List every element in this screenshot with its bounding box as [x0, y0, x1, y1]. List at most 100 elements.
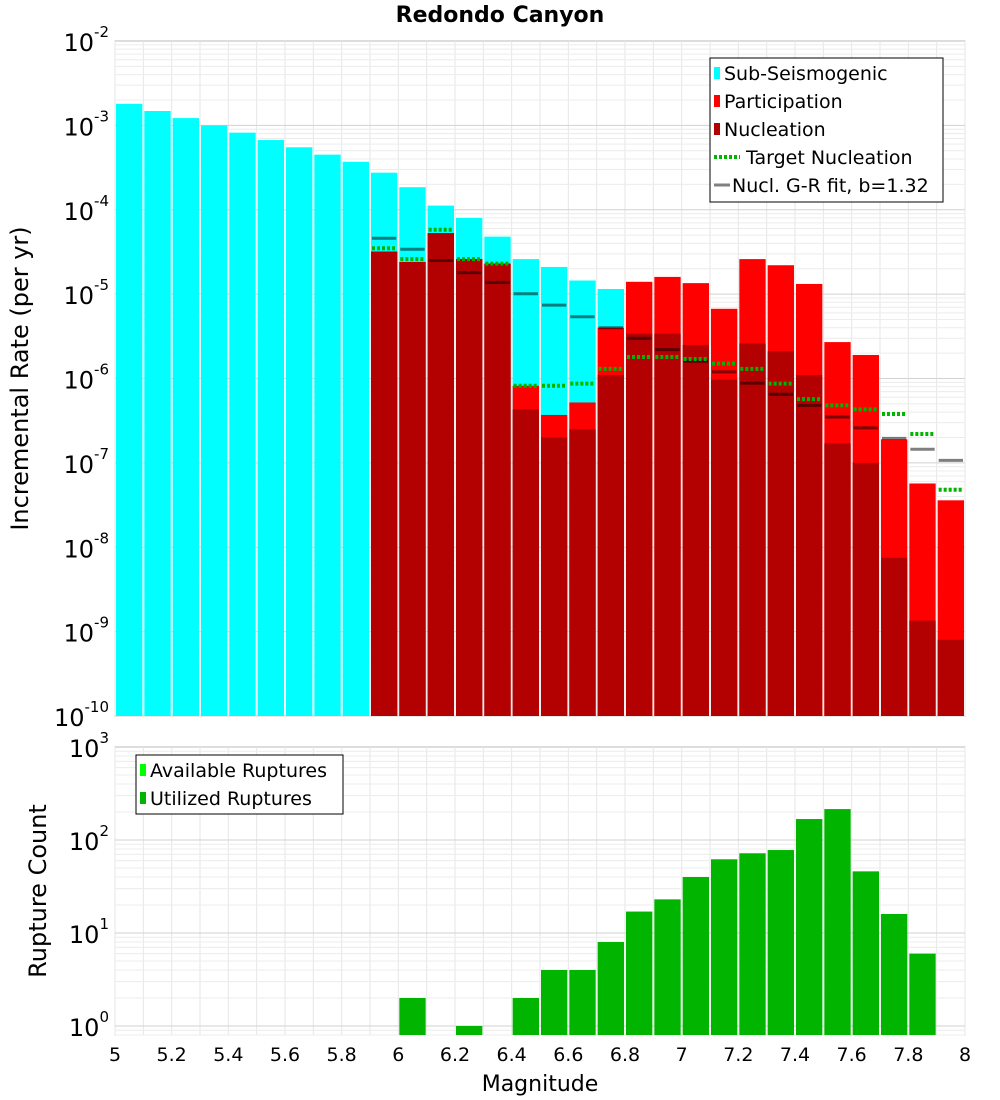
bottom-y-axis-label: Rupture Count	[24, 804, 52, 978]
utilized-ruptures-bar	[456, 1025, 483, 1035]
x-tick-label: 6.6	[553, 1044, 583, 1066]
x-tick-label: 5.6	[270, 1044, 300, 1066]
y-tick-label: 10-6	[63, 361, 109, 395]
x-tick-label: 8	[959, 1044, 971, 1066]
utilized-ruptures-bar	[626, 911, 653, 1035]
x-tick-label: 5.2	[157, 1044, 187, 1066]
sub-seismogenic-bar	[201, 125, 228, 716]
bottom-yticks: 103 102 101 100	[69, 729, 109, 1042]
y-tick-label: 10-5	[63, 276, 109, 310]
sub-seismogenic-bar	[314, 154, 341, 716]
nucleation-bar	[484, 263, 511, 716]
legend-label: Nucl. G-R fit, b=1.32	[732, 175, 929, 197]
nucleation-bar	[711, 379, 738, 716]
sub-seismogenic-bar	[144, 111, 171, 717]
utilized-ruptures-bar	[711, 859, 738, 1035]
nucleation-bar	[796, 375, 823, 716]
utilized-ruptures-bar	[739, 853, 766, 1035]
x-tick-label: 7.4	[780, 1044, 810, 1066]
x-tick-label: 6	[392, 1044, 404, 1066]
y-tick-label: 103	[69, 729, 109, 763]
nucleation-bar	[541, 437, 568, 716]
bottom-bars	[399, 809, 936, 1035]
x-tick-label: 5.8	[327, 1044, 357, 1066]
x-tick-label: 6.8	[610, 1044, 640, 1066]
bottom-xticks: 5 5.2 5.4 5.6 5.8 6 6.2 6.4 6.6 6.8 7 7.2 7.4 7.6 7.8 8	[109, 1044, 971, 1066]
nucleation-bar	[569, 429, 596, 716]
nucleation-bar	[512, 409, 539, 716]
y-tick-label: 10-4	[63, 192, 109, 226]
x-tick-label: 6.2	[440, 1044, 470, 1066]
bottom-legend-box	[135, 754, 344, 815]
y-tick-label: 10-8	[63, 529, 109, 563]
x-tick-label: 7	[676, 1044, 688, 1066]
utilized-ruptures-bar	[654, 899, 681, 1035]
x-tick-label: 6.4	[497, 1044, 527, 1066]
top-bars	[116, 103, 964, 717]
utilized-ruptures-bar	[909, 953, 936, 1035]
utilized-ruptures-bar	[767, 850, 794, 1035]
y-tick-label: 10-9	[63, 614, 109, 648]
bottom-panel: 103 102 101 100 5 5.2 5.4 5.6 5.8 6 6.2 6.4 6.6 6.8 7…	[24, 729, 971, 1097]
utilized-ruptures-bar	[399, 997, 426, 1035]
legend-swatch	[140, 792, 146, 804]
y-tick-label: 10-3	[63, 107, 109, 141]
utilized-ruptures-bar	[852, 871, 879, 1035]
nucleation-bar	[852, 462, 879, 716]
sub-seismogenic-bar	[116, 103, 143, 717]
top-y-axis-label: Incremental Rate (per yr)	[6, 226, 34, 530]
nucleation-bar	[682, 344, 709, 716]
utilized-ruptures-bar	[796, 819, 823, 1035]
utilized-ruptures-bar	[881, 914, 908, 1035]
utilized-ruptures-bar	[569, 969, 596, 1035]
legend-swatch	[140, 764, 146, 776]
legend-label: Utilized Ruptures	[150, 788, 312, 810]
utilized-ruptures-bar	[824, 809, 851, 1035]
nucleation-bar	[767, 351, 794, 716]
utilized-ruptures-bar	[597, 942, 624, 1035]
top-yticks: 10-2 10-3 10-4 10-5 10-6 10-7 10-8 10-9 10-10	[54, 23, 109, 732]
utilized-ruptures-bar	[682, 877, 709, 1035]
nucleation-bar	[824, 443, 851, 716]
top-panel: 10-2 10-3 10-4 10-5 10-6 10-7 10-8 10-9 10-10 In…	[6, 23, 966, 732]
nucleation-bar	[399, 262, 426, 716]
x-tick-label: 7.2	[723, 1044, 753, 1066]
nucleation-bar	[739, 343, 766, 716]
legend-label: Sub-Seismogenic	[724, 63, 888, 85]
legend-label: Target Nucleation	[745, 147, 913, 169]
legend-swatch	[714, 67, 720, 79]
legend-label: Participation	[724, 91, 843, 113]
legend-swatch	[714, 95, 720, 107]
x-tick-label: 7.8	[893, 1044, 923, 1066]
y-tick-label: 100	[69, 1008, 109, 1042]
nucleation-bar	[654, 333, 681, 716]
x-axis-label: Magnitude	[482, 1072, 599, 1097]
y-tick-label: 101	[69, 915, 109, 949]
sub-seismogenic-bar	[172, 118, 199, 717]
utilized-ruptures-bar	[512, 997, 539, 1035]
y-tick-label: 102	[69, 822, 109, 856]
sub-seismogenic-bar	[342, 161, 369, 716]
sub-seismogenic-bar	[257, 140, 284, 717]
nucleation-bar	[626, 333, 653, 716]
y-tick-label: 10-10	[54, 698, 109, 732]
bottom-legend: Available Ruptures Utilized Ruptures	[135, 754, 344, 815]
legend-label: Nucleation	[724, 119, 826, 141]
x-tick-label: 5	[109, 1044, 121, 1066]
utilized-ruptures-bar	[541, 969, 568, 1035]
nucleation-bar	[597, 375, 624, 716]
nucleation-bar	[937, 639, 964, 716]
top-legend-box	[709, 57, 944, 203]
nucleation-bar	[456, 259, 483, 716]
sub-seismogenic-bar	[286, 147, 313, 717]
top-legend: Sub-Seismogenic Participation Nucleation Ta…	[709, 57, 944, 203]
x-tick-label: 5.4	[213, 1044, 243, 1066]
nucleation-bar	[909, 620, 936, 716]
chart-title: Redondo Canyon	[396, 3, 605, 28]
legend-swatch	[714, 123, 720, 135]
nucleation-bar	[427, 233, 454, 716]
x-tick-label: 7.6	[837, 1044, 867, 1066]
y-tick-label: 10-7	[63, 445, 109, 479]
nucleation-bar	[371, 251, 398, 716]
